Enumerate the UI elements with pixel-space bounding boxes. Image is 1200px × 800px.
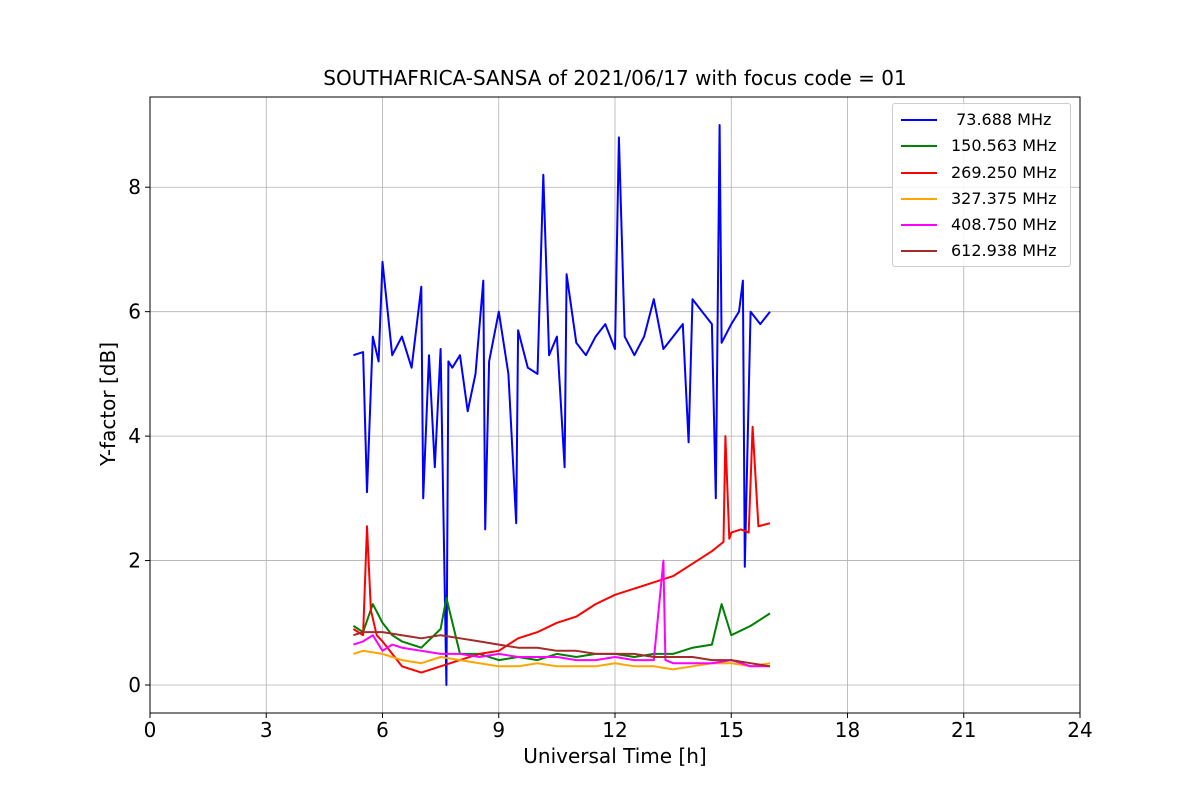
x-tick-label: 15 xyxy=(719,718,744,742)
legend-swatch xyxy=(901,197,937,200)
y-tick-label: 8 xyxy=(128,175,141,199)
x-tick-label: 12 xyxy=(602,718,627,742)
y-axis-label: Y-factor [dB] xyxy=(96,341,120,467)
legend-swatch xyxy=(901,250,937,253)
x-axis-label: Universal Time [h] xyxy=(523,744,707,768)
legend-label: 269.250 MHz xyxy=(951,162,1057,182)
legend-entry: 269.250 MHz xyxy=(893,162,1070,188)
legend-entry: 612.938 MHz xyxy=(893,240,1070,266)
legend-label: 327.375 MHz xyxy=(951,188,1057,208)
y-tick-label: 0 xyxy=(128,673,141,697)
series-line xyxy=(353,124,771,686)
legend-entry: 73.688 MHz xyxy=(893,109,1070,135)
legend-label: 408.750 MHz xyxy=(951,215,1057,235)
y-tick-label: 4 xyxy=(128,424,141,448)
series-line xyxy=(353,649,771,671)
legend-label: 612.938 MHz xyxy=(951,241,1057,261)
legend-swatch xyxy=(901,145,937,148)
legend-entry: 327.375 MHz xyxy=(893,188,1070,214)
x-tick-label: 18 xyxy=(835,718,860,742)
legend-swatch xyxy=(901,171,937,174)
legend: 73.688 MHz 150.563 MHz 269.250 MHz 327.3… xyxy=(892,103,1071,267)
legend-entry: 150.563 MHz xyxy=(893,135,1070,161)
y-tick-label: 6 xyxy=(128,300,141,324)
chart-title: SOUTHAFRICA-SANSA of 2021/06/17 with foc… xyxy=(323,66,907,90)
legend-swatch xyxy=(901,119,937,121)
series-line xyxy=(352,425,771,674)
x-tick-label: 3 xyxy=(260,718,273,742)
legend-entry: 408.750 MHz xyxy=(893,214,1070,240)
series-lines xyxy=(352,124,771,686)
legend-swatch xyxy=(901,224,937,227)
series-line xyxy=(353,631,771,668)
x-tick-label: 21 xyxy=(951,718,976,742)
x-tick-label: 6 xyxy=(376,718,389,742)
series-line xyxy=(353,559,770,668)
legend-label: 150.563 MHz xyxy=(951,136,1057,156)
y-tick-label: 2 xyxy=(128,549,141,573)
x-tick-label: 24 xyxy=(1067,718,1092,742)
x-tick-label: 9 xyxy=(492,718,505,742)
legend-label: 73.688 MHz xyxy=(951,110,1052,129)
x-tick-label: 0 xyxy=(144,718,157,742)
series-line xyxy=(352,596,771,662)
